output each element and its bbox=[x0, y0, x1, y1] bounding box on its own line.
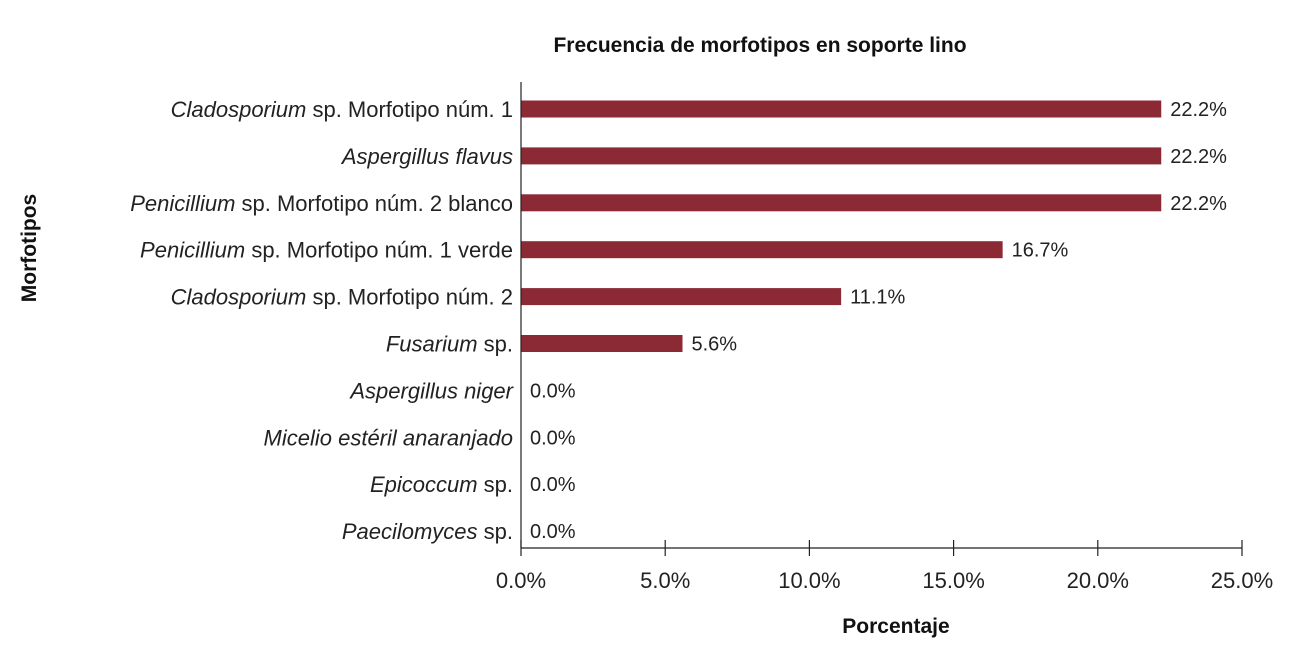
data-label: 5.6% bbox=[692, 334, 738, 356]
category-label-italic: Cladosporium bbox=[171, 285, 307, 310]
bar bbox=[521, 100, 1162, 118]
category-label-italic: Paecilomyces bbox=[342, 519, 478, 544]
category-label: Micelio estéril anaranjado bbox=[264, 425, 513, 450]
category-label: Penicillium sp. Morfotipo núm. 2 blanco bbox=[130, 191, 513, 216]
x-tick-label: 10.0% bbox=[778, 568, 840, 593]
category-label-italic: Cladosporium bbox=[171, 97, 307, 122]
data-label: 0.0% bbox=[530, 474, 576, 496]
x-tick-label: 5.0% bbox=[640, 568, 690, 593]
data-label: 0.0% bbox=[530, 380, 576, 402]
category-label-italic: Fusarium bbox=[386, 332, 478, 357]
category-label: Penicillium sp. Morfotipo núm. 1 verde bbox=[140, 238, 513, 263]
category-label: Cladosporium sp. Morfotipo núm. 1 bbox=[171, 97, 513, 122]
data-label: 22.2% bbox=[1170, 193, 1227, 215]
x-tick-label: 20.0% bbox=[1067, 568, 1129, 593]
category-label-text: sp. Morfotipo núm. 1 verde bbox=[245, 238, 513, 263]
category-label-text: sp. bbox=[478, 519, 513, 544]
x-axis-ticks: 0.0% 5.0% 10.0% 15.0% 20.0% 25.0% bbox=[496, 540, 1273, 593]
category-label-text: sp. bbox=[478, 332, 513, 357]
category-label-text: sp. bbox=[478, 472, 513, 497]
category-label: Paecilomyces sp. bbox=[342, 519, 513, 544]
category-label: Fusarium sp. bbox=[386, 332, 513, 357]
category-label-italic: Aspergillus flavus bbox=[340, 144, 513, 169]
data-label: 22.2% bbox=[1170, 99, 1227, 121]
category-label-text: sp. Morfotipo núm. 2 bbox=[306, 285, 513, 310]
category-label: Aspergillus flavus bbox=[340, 144, 513, 169]
chart-title: Frecuencia de morfotipos en soporte lino bbox=[553, 34, 966, 57]
bar bbox=[521, 147, 1162, 165]
category-label: Cladosporium sp. Morfotipo núm. 2 bbox=[171, 285, 513, 310]
x-axis-title: Porcentaje bbox=[842, 615, 949, 638]
bar bbox=[521, 241, 1003, 259]
category-label-italic: Penicillium bbox=[140, 238, 245, 263]
category-label: Epicoccum sp. bbox=[370, 472, 513, 497]
bar bbox=[521, 194, 1162, 212]
bar bbox=[521, 335, 683, 352]
x-tick-label: 0.0% bbox=[496, 568, 546, 593]
data-label: 0.0% bbox=[530, 521, 576, 543]
category-label-italic: Aspergillus niger bbox=[348, 378, 514, 403]
x-tick-label: 15.0% bbox=[922, 568, 984, 593]
category-label: Aspergillus niger bbox=[348, 378, 514, 403]
category-label-italic: Micelio estéril anaranjado bbox=[264, 425, 513, 450]
bar bbox=[521, 288, 842, 306]
x-tick-label: 25.0% bbox=[1211, 568, 1273, 593]
category-label-italic: Epicoccum bbox=[370, 472, 478, 497]
category-label-italic: Penicillium bbox=[130, 191, 235, 216]
category-label-text: sp. Morfotipo núm. 2 blanco bbox=[235, 191, 513, 216]
category-label-text: sp. Morfotipo núm. 1 bbox=[306, 97, 513, 122]
data-label: 0.0% bbox=[530, 427, 576, 449]
y-axis-title: Morfotipos bbox=[18, 194, 41, 302]
data-label: 11.1% bbox=[850, 287, 905, 309]
data-label: 22.2% bbox=[1170, 146, 1227, 168]
plot-area: Cladosporium sp. Morfotipo núm. 1 22.2% As… bbox=[130, 97, 1227, 544]
data-label: 16.7% bbox=[1012, 240, 1069, 262]
